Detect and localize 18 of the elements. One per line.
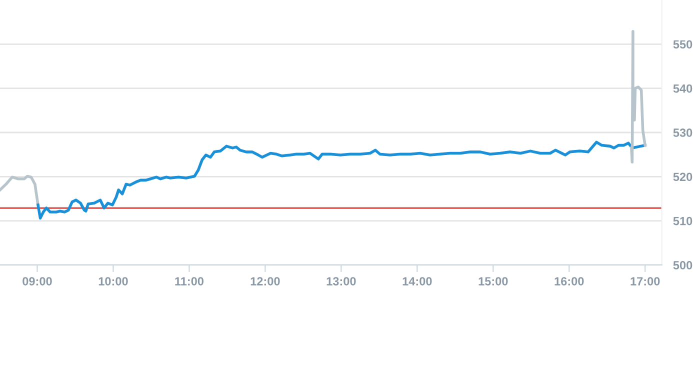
y-tick-label: 500 [673, 261, 692, 270]
x-tick-label: 12:00 [250, 277, 280, 286]
y-tick-label: 540 [673, 84, 692, 93]
line-series [36, 140, 646, 220]
x-tick-label: 13:00 [326, 277, 356, 286]
x-tick-label: 15:00 [478, 277, 508, 286]
line-series [0, 174, 40, 206]
x-tick-label: 09:00 [22, 277, 52, 286]
y-tick-label: 510 [673, 216, 692, 226]
x-tick-label: 10:00 [98, 277, 128, 286]
y-tick-label: 520 [673, 172, 692, 182]
x-tick-label: 14:00 [402, 277, 432, 286]
x-tick-label: 17:00 [630, 277, 660, 286]
y-tick-label: 550 [673, 40, 692, 49]
x-tick-label: 16:00 [554, 277, 584, 286]
y-tick-label: 530 [673, 128, 692, 137]
x-tick-label: 11:00 [175, 277, 204, 286]
line-series [630, 30, 646, 164]
